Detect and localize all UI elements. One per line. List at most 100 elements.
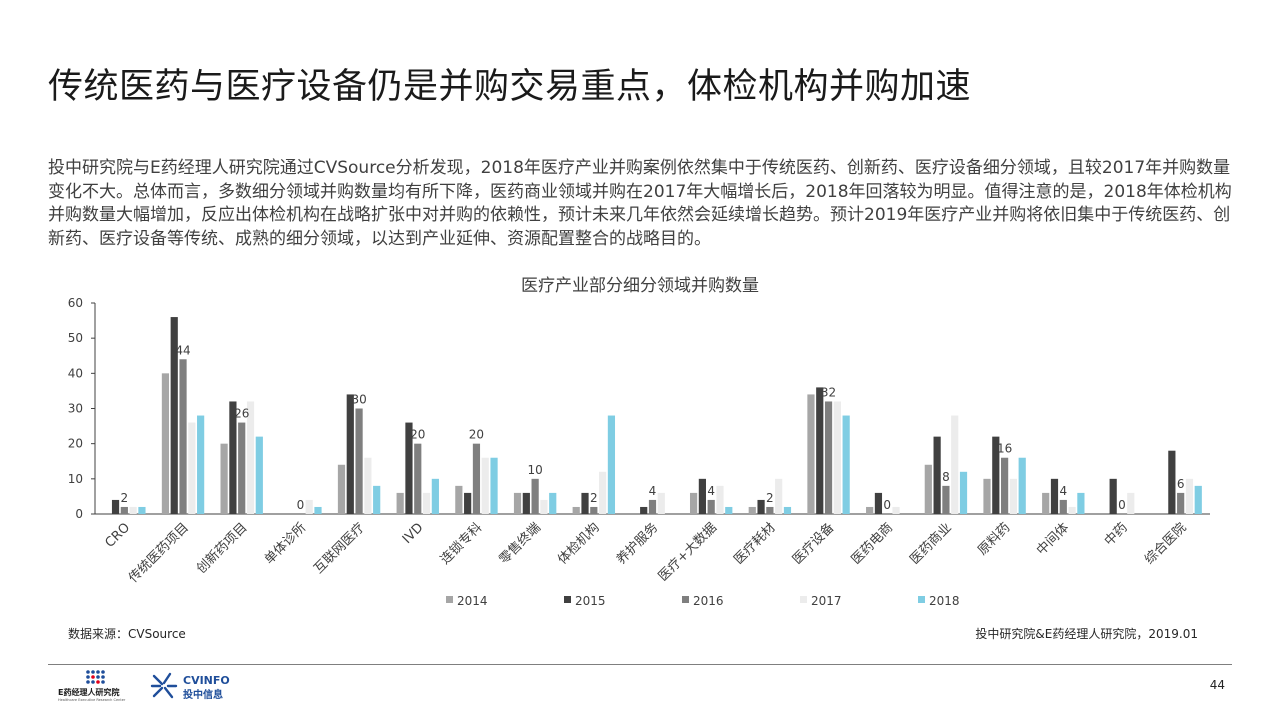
- e-pharma-research-logo: E药经理人研究院 Healthcare Executive Research C…: [58, 670, 126, 702]
- bar: [1077, 492, 1085, 514]
- bar: [531, 478, 539, 514]
- bar: [431, 478, 439, 514]
- y-tick-label: 20: [68, 437, 83, 451]
- bar: [455, 485, 463, 514]
- bar: [951, 415, 959, 514]
- data-label: 4: [1059, 484, 1067, 498]
- bar: [540, 499, 548, 514]
- legend-label: 2017: [811, 594, 842, 608]
- x-tick-label: 创新药项目: [193, 520, 250, 577]
- data-label: 4: [707, 484, 715, 498]
- legend-label: 2015: [575, 594, 606, 608]
- cvinfo-logo: CVINFO 投中信息: [150, 672, 230, 701]
- data-label: 20: [469, 428, 484, 442]
- bar: [490, 457, 498, 514]
- legend-label: 2016: [693, 594, 724, 608]
- data-label: 10: [527, 463, 542, 477]
- bar: [373, 485, 381, 514]
- bar: [197, 415, 205, 514]
- data-label: 30: [351, 393, 366, 407]
- bar: [1177, 492, 1185, 514]
- bar: [129, 506, 137, 514]
- bar: [640, 506, 648, 514]
- bar: [959, 471, 968, 514]
- logo-right-subtext: 投中信息: [183, 688, 223, 701]
- bar: [748, 506, 756, 514]
- data-label: 6: [1177, 477, 1185, 491]
- bar: [179, 359, 187, 514]
- bar: [138, 506, 146, 514]
- bar: [698, 478, 706, 514]
- bar: [716, 485, 724, 514]
- bar: [924, 464, 932, 514]
- data-source-note: 数据来源：CVSource: [68, 627, 186, 641]
- bar: [607, 415, 616, 514]
- bar: [170, 317, 178, 514]
- bar: [1009, 478, 1018, 514]
- bar: [725, 506, 733, 514]
- legend-swatch: [682, 596, 689, 603]
- y-tick-label: 10: [68, 472, 83, 486]
- bar: [581, 492, 589, 514]
- data-label: 16: [997, 442, 1012, 456]
- bar: [707, 499, 715, 514]
- bar: [188, 422, 196, 514]
- x-tick-label: 零售终端: [496, 520, 544, 568]
- x-tick-label: 互联网医疗: [311, 520, 368, 577]
- bar: [824, 401, 833, 514]
- x-tick-label: 传统医药项目: [126, 520, 192, 586]
- bar: [472, 443, 481, 514]
- bar: [1185, 478, 1194, 514]
- y-tick-label: 60: [68, 296, 83, 310]
- data-label: 26: [234, 407, 249, 421]
- data-label: 4: [649, 484, 657, 498]
- bar: [892, 506, 900, 514]
- bar: [1109, 478, 1117, 514]
- bar: [816, 387, 824, 514]
- page-number: 44: [1209, 678, 1225, 692]
- legend-swatch: [918, 596, 925, 603]
- chart-title: 医疗产业部分细分领域并购数量: [521, 276, 759, 296]
- data-label: 2: [121, 491, 129, 505]
- bar: [942, 485, 950, 514]
- data-label: 2: [590, 491, 598, 505]
- bar: [414, 443, 422, 514]
- bar: [572, 506, 580, 514]
- bar: [1042, 492, 1050, 514]
- bar: [648, 499, 657, 514]
- data-label: 20: [410, 428, 425, 442]
- bar: [775, 478, 783, 514]
- bar: [866, 506, 874, 514]
- data-label: 0: [1118, 498, 1126, 512]
- legend-swatch: [446, 596, 453, 603]
- x-tick-label: 中间体: [1034, 520, 1072, 558]
- data-label: 8: [942, 470, 950, 484]
- bar: [346, 394, 354, 514]
- bar: [689, 492, 698, 514]
- logo-left-text: E药经理人研究院: [58, 687, 119, 697]
- y-tick-label: 30: [68, 402, 83, 416]
- bar: [757, 499, 765, 514]
- y-tick-label: 40: [68, 366, 83, 380]
- legend-swatch: [800, 596, 807, 603]
- publisher-note: 投中研究院&E药经理人研究院，2019.01: [975, 627, 1198, 641]
- bar: [522, 492, 530, 514]
- footer-divider: [48, 664, 1232, 665]
- x-tick-label: IVD: [400, 520, 427, 547]
- x-tick-label: 综合医院: [1142, 520, 1189, 567]
- y-tick-label: 50: [68, 331, 83, 345]
- x-tick-label: 原料药: [975, 520, 1013, 558]
- x-tick-label: 医疗耗材: [731, 520, 778, 567]
- page-title: 传统医药与医疗设备仍是并购交易重点，体检机构并购加速: [48, 67, 972, 107]
- x-tick-label: 医药电商: [849, 520, 896, 567]
- bar: [1018, 457, 1026, 514]
- bar: [833, 401, 841, 514]
- bar: [874, 492, 883, 514]
- bar: [246, 401, 255, 514]
- bar: [1127, 492, 1135, 514]
- bar: [422, 492, 431, 514]
- bar: [238, 422, 246, 514]
- x-tick-label: 连锁专科: [437, 520, 485, 568]
- bar: [364, 457, 372, 514]
- bar: [807, 394, 815, 514]
